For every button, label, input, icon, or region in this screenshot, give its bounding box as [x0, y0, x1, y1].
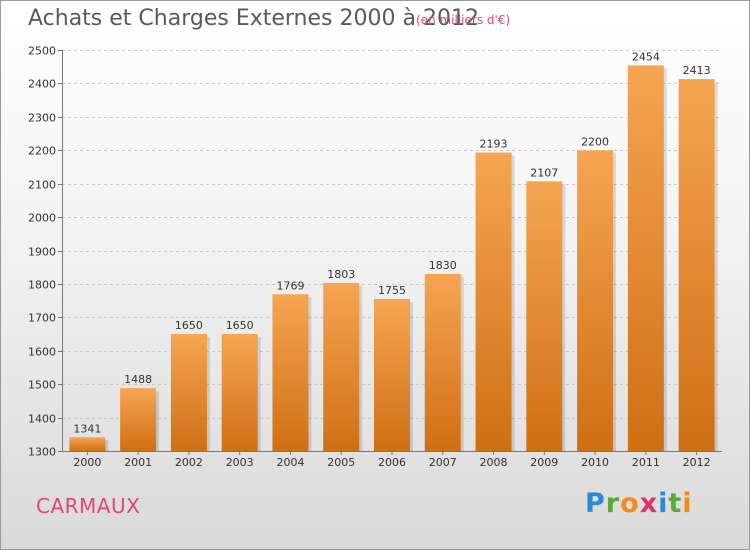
data-label-2005: 1803: [327, 268, 355, 281]
x-tick-label-2007: 2007: [429, 456, 457, 469]
bar-2003: [221, 334, 258, 451]
x-tick-label-2008: 2008: [480, 456, 508, 469]
data-label-2010: 2200: [581, 135, 609, 148]
x-tick-label-2004: 2004: [276, 456, 304, 469]
logo-letter: t: [668, 488, 683, 519]
x-tick-label-2003: 2003: [226, 456, 254, 469]
x-tick-label-2010: 2010: [581, 456, 609, 469]
data-label-2008: 2193: [480, 138, 508, 151]
data-label-2009: 2107: [530, 166, 558, 179]
y-tick-label: 2400: [28, 78, 56, 91]
bar-2002: [170, 334, 207, 451]
bar-2001: [120, 388, 157, 451]
bar-2006: [374, 298, 410, 451]
x-tick-label-2000: 2000: [73, 456, 101, 469]
y-tick-label: 1700: [28, 312, 56, 325]
x-tick-label-2011: 2011: [632, 456, 660, 469]
y-tick-label: 1500: [28, 379, 56, 392]
bar-2004: [272, 294, 309, 451]
bar-2010: [577, 150, 614, 451]
data-label-2000: 1341: [73, 422, 101, 435]
bar-2000: [69, 437, 106, 451]
chart-subtitle: (en milliers d'€): [416, 13, 511, 27]
data-label-2002: 1650: [175, 319, 203, 332]
axes: 1300 1400 1500 1600 1700 1800 1900 2000 2100 2200…: [28, 45, 722, 469]
bar-2005: [323, 282, 360, 451]
logo-letter: o: [620, 488, 640, 519]
bar-2007: [424, 273, 461, 451]
bar-2011: [627, 65, 664, 451]
logo-letter: r: [605, 488, 621, 519]
bar-2009: [526, 181, 563, 451]
y-tick-label: 2000: [28, 212, 56, 225]
data-label-2007: 1830: [429, 259, 457, 272]
logo-letter: P: [585, 488, 606, 519]
y-tick-label: 1600: [28, 346, 56, 359]
proxiti-logo: Proxiti: [585, 488, 693, 519]
x-tick-label-2001: 2001: [124, 456, 152, 469]
x-tick-label-2009: 2009: [530, 456, 558, 469]
data-label-2001: 1488: [124, 373, 152, 386]
bars: 1341 1488 1650 1650 1769 1803 1755 1830 2193 2107…: [69, 50, 718, 451]
data-label-2012: 2413: [683, 64, 711, 77]
y-tick-label: 2200: [28, 145, 56, 158]
x-tick-label-2006: 2006: [378, 456, 406, 469]
city-name: CARMAUX: [36, 494, 141, 518]
data-label-2006: 1755: [378, 284, 406, 297]
y-tick-label: 1400: [28, 413, 56, 426]
bar-2008: [475, 152, 512, 451]
bar-2012: [678, 79, 715, 451]
y-tick-label: 2500: [28, 45, 56, 58]
chart-title: Achats et Charges Externes 2000 à 2012: [28, 6, 479, 31]
data-label-2003: 1650: [226, 319, 254, 332]
x-tick-label-2005: 2005: [327, 456, 355, 469]
y-tick-label: 2100: [28, 179, 56, 192]
y-tick-label: 1300: [28, 446, 56, 459]
x-tick-label-2012: 2012: [683, 456, 711, 469]
x-tick-label-2002: 2002: [175, 456, 203, 469]
y-tick-label: 1900: [28, 246, 56, 259]
y-tick-label: 1800: [28, 279, 56, 292]
logo-letter: i: [682, 488, 693, 519]
logo-letter: x: [639, 488, 659, 519]
data-label-2011: 2454: [632, 50, 660, 63]
data-label-2004: 1769: [276, 279, 304, 292]
logo-letter: i: [658, 488, 669, 519]
y-tick-label: 2300: [28, 112, 56, 125]
